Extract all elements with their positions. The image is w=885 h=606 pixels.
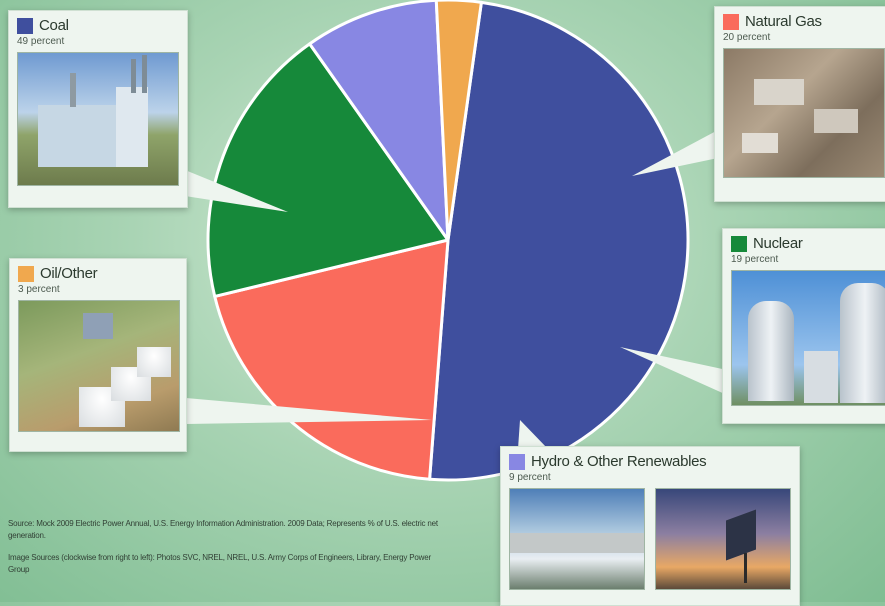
pie-slice-hydro <box>308 0 450 242</box>
coal-swatch <box>17 17 33 34</box>
callout-pointers <box>185 130 727 449</box>
image-sources-note: Image Sources (clockwise from right to l… <box>8 553 431 574</box>
natural-gas-percent: 20 percent <box>723 32 771 43</box>
nuclear-pointer <box>620 347 727 395</box>
pie-slices <box>206 0 690 482</box>
oil-card: Oil/Other 3 percent <box>9 258 187 452</box>
natural-gas-card: Natural Gas 20 percent <box>714 6 885 202</box>
coal-pointer <box>185 170 288 212</box>
hydro-card: Hydro & Other Renewables 9 percent <box>500 446 800 606</box>
nuclear-card: Nuclear 19 percent <box>722 228 885 424</box>
nuclear-label: Nuclear <box>753 235 803 252</box>
coal-percent: 49 percent <box>17 36 65 47</box>
oil-percent: 3 percent <box>18 284 60 295</box>
oil-label: Oil/Other <box>40 265 98 282</box>
natural-gas-label: Natural Gas <box>745 13 822 30</box>
pie-slice-nuclear <box>206 42 450 298</box>
coal-label: Coal <box>39 17 69 34</box>
pie-slice-oil <box>434 0 483 242</box>
coal-plant-photo <box>17 52 179 186</box>
hydro-percent: 9 percent <box>509 472 551 483</box>
nuclear-percent: 19 percent <box>731 254 779 265</box>
natural-gas-plant-photo <box>723 48 885 178</box>
hydro-swatch <box>509 453 525 470</box>
hydro-dam-photo <box>509 488 645 590</box>
natural-gas-swatch <box>723 13 739 30</box>
natural-gas-pointer <box>632 130 718 176</box>
solar-panel-photo <box>655 488 791 590</box>
oil-tanks-photo <box>18 300 180 432</box>
nuclear-swatch <box>731 235 747 252</box>
hydro-label: Hydro & Other Renewables <box>531 453 707 470</box>
nuclear-plant-photo <box>731 270 885 406</box>
coal-card: Coal 49 percent <box>8 10 188 208</box>
hydro-pointer <box>518 420 548 449</box>
oil-pointer <box>186 398 432 424</box>
footnotes: Source: Mock 2009 Electric Power Annual,… <box>8 518 448 586</box>
oil-swatch <box>18 265 34 282</box>
source-note: Source: Mock 2009 Electric Power Annual,… <box>8 519 438 540</box>
